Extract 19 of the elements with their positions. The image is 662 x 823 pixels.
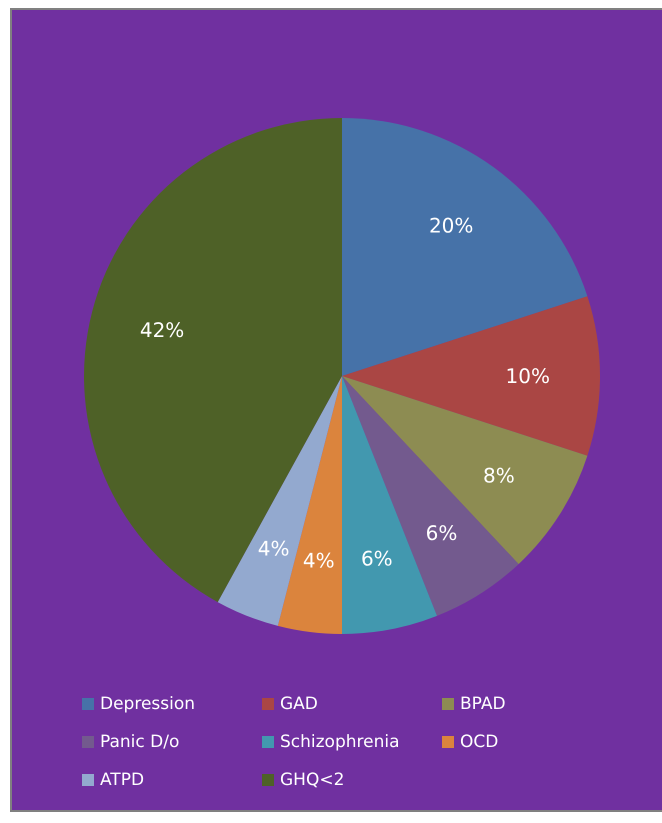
legend-label: OCD (460, 732, 498, 752)
legend-label: ATPD (100, 770, 144, 790)
data-label: 6% (360, 546, 393, 570)
legend-label: Depression (100, 694, 196, 714)
data-label: 4% (302, 548, 335, 572)
legend-label: GAD (280, 694, 318, 714)
legend-label: BPAD (460, 694, 506, 714)
legend-label: GHQ<2 (280, 770, 344, 790)
legend-label: Panic D/o (100, 732, 180, 752)
data-label: 4% (258, 536, 290, 561)
data-label: 8% (482, 464, 515, 488)
legend-label: Schizophrenia (280, 732, 400, 752)
pie-slice (218, 376, 342, 626)
data-label: 42% (140, 318, 184, 342)
data-label: 6% (426, 520, 458, 545)
data-label: 20% (428, 214, 474, 238)
pie-slice (342, 296, 600, 456)
pie-slice (84, 118, 342, 602)
data-label: 10% (506, 364, 550, 388)
